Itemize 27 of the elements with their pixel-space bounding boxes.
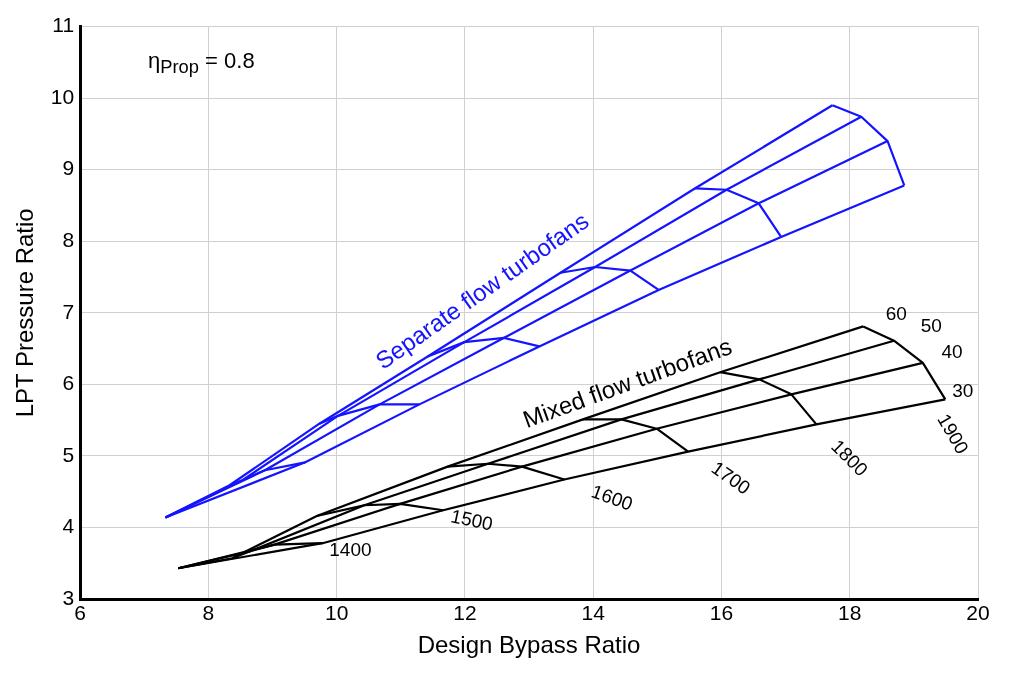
annotation: 30 (952, 379, 974, 401)
x-tick-label: 8 (202, 601, 215, 625)
annotation: 1700 (707, 457, 755, 499)
x-tick-label: 20 (966, 601, 990, 625)
annotation: 1500 (449, 505, 495, 535)
x-tick-label: 16 (709, 601, 734, 625)
annotation: η$_{Prop}$ = 0.8 (148, 48, 255, 79)
y-tick-label: 10 (50, 84, 75, 108)
annotation: 50 (920, 315, 942, 337)
annotation: 1400 (329, 539, 372, 561)
y-tick-label: 3 (62, 585, 75, 609)
annotation: 1600 (588, 480, 636, 515)
annotation: 40 (941, 340, 963, 362)
y-axis-title: LPT Pressure Ratio (11, 208, 39, 418)
annotation: 60 (885, 303, 907, 325)
y-tick-label: 7 (62, 299, 75, 323)
y-tick-label: 11 (52, 13, 75, 37)
y-tick-label: 8 (62, 228, 75, 252)
x-axis-title: Design Bypass Ratio (417, 631, 641, 659)
x-tick-label: 12 (453, 601, 477, 625)
y-tick-label: 5 (62, 442, 75, 466)
x-tick-label: 18 (838, 601, 862, 625)
x-tick-label: 14 (581, 601, 606, 625)
y-tick-label: 6 (62, 371, 75, 395)
y-tick-label: 9 (62, 156, 75, 180)
y-tick-label: 4 (62, 514, 75, 538)
x-tick-label: 10 (325, 601, 349, 625)
